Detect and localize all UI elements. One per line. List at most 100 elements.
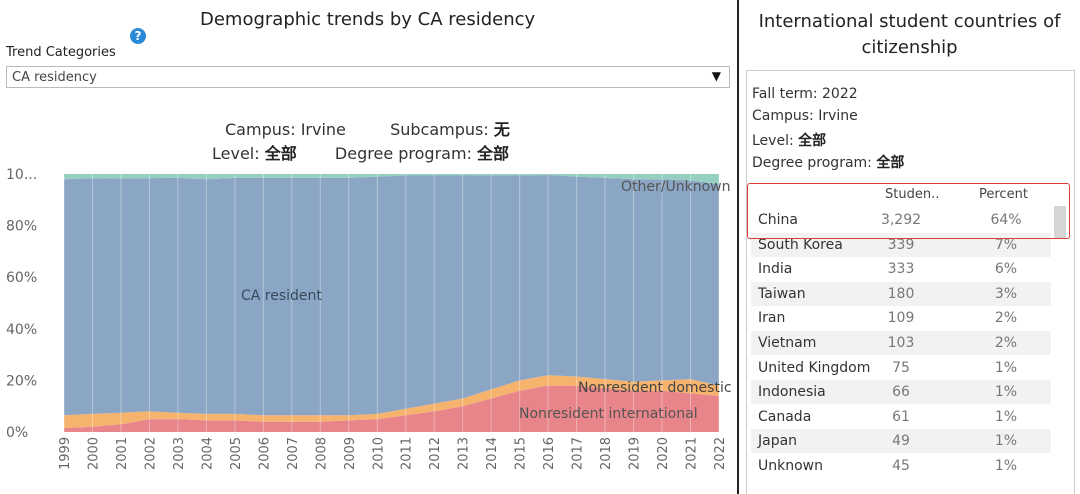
students-column-header[interactable]: Studen..	[885, 187, 940, 202]
table-row[interactable]: China 3,292 64%	[751, 208, 1051, 232]
fall-term-value: 2022	[822, 86, 858, 102]
table-row[interactable]: Indonesia 66 1%	[751, 380, 1051, 405]
fall-term-label: Fall term:	[752, 86, 818, 102]
degree-value: 全部	[477, 144, 510, 163]
table-row[interactable]: United Kingdom 75 1%	[751, 356, 1051, 380]
percent-cell: 3%	[994, 285, 1018, 302]
students-cell: 109	[887, 310, 915, 327]
percent-cell: 2%	[994, 335, 1018, 351]
table-row[interactable]: Japan 49 1%	[751, 429, 1051, 454]
table-scrollbar[interactable]	[1054, 206, 1066, 238]
campus-info: Campus: Irvine	[752, 108, 858, 124]
label-nonresident-international: Nonresident international	[519, 406, 698, 422]
y-tick-label: 0%	[6, 425, 28, 441]
x-tick-label: 2015	[514, 437, 529, 470]
percent-cell: 2%	[994, 310, 1018, 327]
campus-filter: Campus: Irvine Subcampus: 无	[225, 116, 510, 140]
students-cell: 333	[887, 261, 915, 278]
y-tick-label: 40%	[6, 322, 37, 338]
x-tick-label: 2021	[685, 437, 700, 470]
country-cell: South Korea	[758, 236, 843, 253]
table-row[interactable]: Canada 61 1%	[751, 405, 1051, 429]
percent-cell: 7%	[994, 236, 1018, 253]
level-value: 全部	[264, 144, 297, 163]
country-cell: United Kingdom	[758, 359, 871, 376]
label-ca-resident: CA resident	[241, 288, 322, 304]
country-cell: Iran	[758, 310, 786, 327]
percent-cell: 1%	[994, 408, 1018, 425]
students-cell: 66	[892, 384, 910, 401]
area-ca-resident	[64, 175, 719, 416]
country-cell: Unknown	[758, 458, 823, 474]
students-cell: 339	[887, 236, 915, 253]
level-filter: Level: 全部 Degree program: 全部	[212, 140, 509, 164]
table-row[interactable]: Unknown 45 1%	[751, 454, 1051, 478]
x-tick-label: 2019	[628, 437, 643, 470]
question-icon[interactable]: ?	[130, 28, 146, 44]
x-tick-label: 2022	[713, 437, 728, 470]
x-tick-label: 2008	[314, 437, 329, 470]
level-label: Level:	[212, 144, 260, 163]
level-info-value: 全部	[798, 133, 827, 149]
country-cell: Taiwan	[758, 285, 806, 302]
students-cell: 75	[892, 359, 910, 376]
dropdown-arrow-icon[interactable]: ▼	[711, 69, 721, 83]
x-tick-label: 2018	[599, 437, 614, 470]
trend-categories-label: Trend Categories	[6, 45, 116, 60]
x-tick-label: 2004	[200, 437, 215, 470]
international-students-panel: International student countries of citiz…	[739, 0, 1080, 494]
country-cell: Vietnam	[758, 335, 817, 351]
y-tick-label: 10...	[6, 168, 37, 183]
country-cell: India	[758, 261, 793, 278]
y-tick-label: 20%	[6, 373, 37, 389]
country-table-panel: Fall term: 2022 Campus: Irvine Level: 全部…	[746, 70, 1075, 494]
table-row[interactable]: Vietnam 103 2%	[751, 331, 1051, 355]
level-info: Level: 全部	[752, 130, 826, 150]
campus-label: Campus:	[225, 120, 296, 139]
subcampus-value: 无	[493, 120, 510, 139]
percent-cell: 64%	[990, 212, 1022, 228]
percent-cell: 6%	[994, 261, 1018, 278]
students-cell: 49	[892, 433, 910, 450]
campus-info-value: Irvine	[818, 108, 858, 124]
x-tick-label: 2005	[229, 437, 244, 470]
label-nonresident-domestic: Nonresident domestic	[578, 380, 732, 396]
students-cell: 180	[887, 285, 915, 302]
x-tick-label: 2006	[257, 437, 272, 470]
highlight-box	[747, 183, 1070, 239]
percent-cell: 1%	[994, 359, 1018, 376]
trend-categories-dropdown[interactable]: CA residency ▼	[6, 66, 730, 88]
x-tick-label: 2010	[371, 437, 386, 470]
right-title-line2: citizenship	[861, 37, 958, 58]
table-row[interactable]: South Korea 339 7%	[751, 232, 1051, 257]
country-cell: Japan	[758, 433, 798, 450]
country-cell: Indonesia	[758, 384, 826, 401]
x-tick-label: 2016	[542, 437, 557, 470]
y-tick-label: 80%	[6, 219, 37, 235]
students-cell: 3,292	[880, 212, 922, 228]
table-row[interactable]: Iran 109 2%	[751, 306, 1051, 330]
table-row[interactable]: India 333 6%	[751, 257, 1051, 281]
students-cell: 61	[892, 408, 910, 425]
percent-cell: 1%	[994, 384, 1018, 401]
x-tick-label: 2017	[571, 437, 586, 470]
x-tick-label: 2013	[457, 437, 472, 470]
degree-info-label: Degree program:	[752, 155, 872, 171]
x-tick-label: 2020	[656, 437, 671, 470]
x-tick-label: 2009	[343, 437, 358, 470]
level-info-label: Level:	[752, 133, 794, 149]
x-tick-label: 2012	[428, 437, 443, 470]
area-nonresident-domestic	[64, 375, 719, 429]
x-tick-label: 2014	[485, 437, 500, 470]
x-tick-label: 2003	[172, 437, 187, 470]
fall-term-info: Fall term: 2022	[752, 86, 858, 102]
chart-title: Demographic trends by CA residency	[200, 9, 536, 30]
area-chart: 10... 80% 60% 40% 20% 0% 1999 2000 2001 2002 2003 2…	[6, 168, 732, 470]
percent-cell: 1%	[994, 458, 1018, 474]
x-tick-label: 2011	[400, 437, 415, 470]
degree-label: Degree program:	[334, 144, 472, 163]
x-tick-label: 2002	[143, 437, 158, 470]
percent-column-header[interactable]: Percent	[979, 187, 1028, 202]
table-row[interactable]: Taiwan 180 3%	[751, 281, 1051, 306]
students-cell: 45	[892, 458, 910, 474]
